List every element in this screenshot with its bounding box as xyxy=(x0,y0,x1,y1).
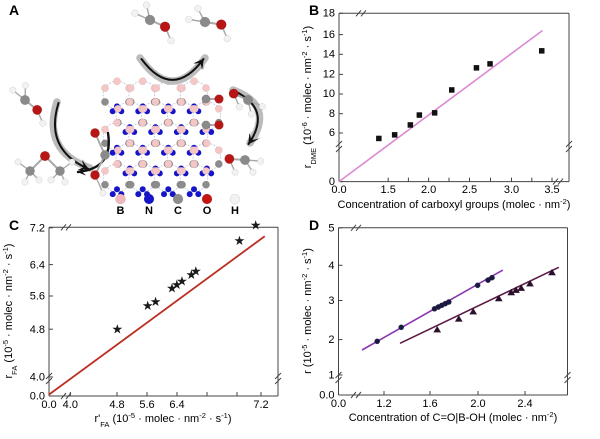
svg-text:10: 10 xyxy=(323,88,335,100)
svg-text:4.0: 4.0 xyxy=(30,372,45,384)
svg-text:16: 16 xyxy=(323,29,335,41)
svg-text:r'FA (10-5 · molec · nm-2 · s-: r'FA (10-5 · molec · nm-2 · s-1) xyxy=(94,411,231,429)
svg-text:5.6: 5.6 xyxy=(139,399,154,411)
svg-text:2.4: 2.4 xyxy=(517,398,532,410)
svg-text:★: ★ xyxy=(111,322,123,337)
svg-text:12: 12 xyxy=(323,69,335,81)
svg-text:1.6: 1.6 xyxy=(422,398,437,410)
svg-text:rDME (10-6 · molec · nm-2 · s-: rDME (10-6 · molec · nm-2 · s-1) xyxy=(300,26,318,168)
svg-text:A: A xyxy=(9,2,19,18)
svg-text:6.4: 6.4 xyxy=(169,399,184,411)
svg-text:2: 2 xyxy=(328,334,334,346)
svg-text:2.5: 2.5 xyxy=(462,184,477,196)
svg-text:rFA (10-5 · molec · nm-2 · s-1: rFA (10-5 · molec · nm-2 · s-1) xyxy=(1,244,19,379)
svg-text:C: C xyxy=(174,205,182,215)
svg-text:C: C xyxy=(9,217,19,233)
svg-text:★: ★ xyxy=(250,218,262,233)
svg-text:0.0: 0.0 xyxy=(331,398,346,410)
svg-text:3.5: 3.5 xyxy=(544,184,559,196)
svg-text:1: 1 xyxy=(328,370,334,382)
svg-text:3: 3 xyxy=(328,295,334,307)
svg-text:2.0: 2.0 xyxy=(421,184,436,196)
svg-text:Concentration of carboxyl grou: Concentration of carboxyl groups (molec … xyxy=(338,197,571,212)
svg-text:2.0: 2.0 xyxy=(470,398,485,410)
svg-text:5.6: 5.6 xyxy=(30,291,45,303)
svg-text:14: 14 xyxy=(323,49,335,61)
svg-text:H: H xyxy=(231,205,239,215)
svg-text:B: B xyxy=(309,2,319,18)
svg-text:O: O xyxy=(203,205,212,215)
svg-text:r (10-5 · molec · nm-2 · s-1): r (10-5 · molec · nm-2 · s-1) xyxy=(300,248,314,374)
svg-text:1.5: 1.5 xyxy=(381,184,396,196)
svg-text:6: 6 xyxy=(329,127,335,139)
svg-text:Concentration of C=O|B-OH (mol: Concentration of C=O|B-OH (molec · nm-2) xyxy=(349,410,558,425)
svg-text:N: N xyxy=(145,205,153,215)
svg-text:0.0: 0.0 xyxy=(331,184,346,196)
svg-text:18: 18 xyxy=(323,8,335,20)
svg-text:3.0: 3.0 xyxy=(504,184,519,196)
svg-text:1.2: 1.2 xyxy=(376,398,391,410)
svg-text:7.2: 7.2 xyxy=(30,223,45,235)
svg-text:0.0: 0.0 xyxy=(41,399,56,411)
svg-text:7.2: 7.2 xyxy=(253,399,268,411)
svg-text:5: 5 xyxy=(328,223,334,235)
svg-text:4: 4 xyxy=(328,260,334,272)
svg-text:4.0: 4.0 xyxy=(63,399,78,411)
svg-text:4.8: 4.8 xyxy=(109,399,124,411)
svg-text:★: ★ xyxy=(150,294,162,309)
svg-text:★: ★ xyxy=(190,264,202,279)
svg-text:8: 8 xyxy=(329,108,335,120)
svg-text:D: D xyxy=(309,217,319,233)
svg-text:B: B xyxy=(117,205,125,215)
svg-text:★: ★ xyxy=(234,233,246,248)
svg-text:6.4: 6.4 xyxy=(30,259,45,271)
svg-text:4.8: 4.8 xyxy=(30,324,45,336)
